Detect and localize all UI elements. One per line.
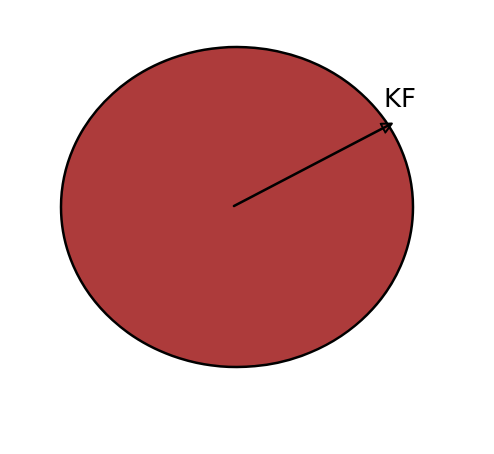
fermi-sphere: [59, 45, 415, 369]
fermi-wavevector-arrow: [232, 122, 393, 208]
vector-label: KF: [384, 84, 416, 114]
